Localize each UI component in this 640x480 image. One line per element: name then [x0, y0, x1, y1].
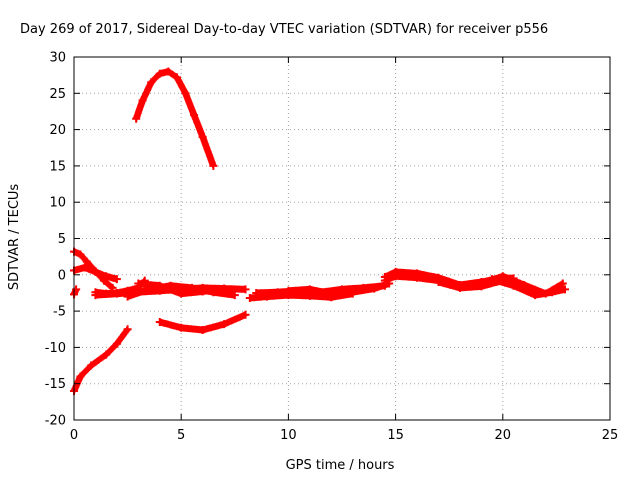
y-tick-label: 10	[49, 196, 66, 211]
chart-title: Day 269 of 2017, Sidereal Day-to-day VTE…	[20, 22, 548, 37]
data-point	[80, 263, 89, 272]
data-point	[91, 291, 100, 300]
data-point	[241, 285, 250, 294]
data-point	[252, 288, 261, 297]
data-point	[72, 285, 81, 294]
data-point	[177, 289, 186, 298]
y-tick-label: 20	[49, 123, 66, 138]
data-point	[488, 275, 497, 284]
data-point	[76, 250, 85, 259]
data-point	[155, 69, 164, 78]
data-point	[112, 339, 121, 348]
data-point	[305, 285, 314, 294]
x-tick-label: 20	[495, 428, 512, 443]
x-tick-label: 0	[70, 428, 78, 443]
data-point	[273, 288, 282, 297]
data-point	[91, 267, 100, 276]
y-tick-label: 5	[58, 232, 66, 247]
data-point	[82, 257, 91, 266]
data-point	[380, 276, 389, 285]
data-point	[413, 273, 422, 282]
data-point	[123, 292, 132, 301]
data-point	[76, 372, 85, 381]
data-point	[132, 114, 141, 123]
y-axis-title: SDTVAR / TECUs	[7, 184, 22, 291]
x-tick-label: 10	[280, 428, 297, 443]
data-point	[155, 317, 164, 326]
data-point	[112, 275, 121, 284]
data-point	[434, 278, 443, 287]
data-point	[509, 281, 518, 290]
data-point	[209, 161, 218, 170]
data-point	[548, 288, 557, 297]
data-point	[391, 272, 400, 281]
data-point	[560, 285, 569, 294]
data-series	[155, 310, 250, 334]
x-axis-title: GPS time / hours	[286, 458, 395, 473]
y-tick-label: -10	[45, 341, 66, 356]
data-point	[164, 67, 173, 76]
data-point	[102, 272, 111, 281]
data-point	[198, 132, 207, 141]
data-point	[190, 111, 199, 120]
data-point	[102, 350, 111, 359]
data-series	[134, 279, 229, 298]
data-point	[181, 89, 190, 98]
data-point	[123, 325, 132, 334]
y-tick-label: -20	[45, 414, 66, 429]
data-point	[327, 289, 336, 298]
data-point	[284, 286, 293, 295]
data-point	[138, 96, 147, 105]
data-point	[177, 323, 186, 332]
y-tick-label: 15	[49, 159, 66, 174]
data-point	[370, 284, 379, 293]
x-tick-label: 25	[602, 428, 619, 443]
data-point	[220, 320, 229, 329]
y-tick-label: 0	[58, 268, 66, 283]
y-tick-label: -15	[45, 377, 66, 392]
data-series	[488, 275, 569, 300]
data-point	[477, 279, 486, 288]
data-point	[172, 73, 181, 82]
data-point	[455, 283, 464, 292]
data-point	[112, 289, 121, 298]
data-point	[220, 284, 229, 293]
data-point	[241, 310, 250, 319]
data-point	[198, 287, 207, 296]
y-tick-label: 30	[49, 51, 66, 66]
y-tick-label: -5	[53, 305, 66, 320]
data-point	[348, 288, 357, 297]
data-point	[530, 291, 539, 300]
data-point	[147, 78, 156, 87]
x-tick-label: 15	[387, 428, 404, 443]
data-point	[87, 361, 96, 370]
data-point	[198, 325, 207, 334]
y-tick-label: 25	[49, 87, 66, 102]
data-point	[230, 291, 239, 300]
data-series	[132, 67, 218, 170]
data-point	[155, 281, 164, 290]
data-point	[245, 294, 254, 303]
data-point	[134, 279, 143, 288]
grid-lines	[74, 57, 610, 420]
data-series	[284, 279, 394, 298]
axis-ticks: 0 5 10 15 20 25 -20 -15 -10 -5 0 5 10 15 20 25 30	[45, 51, 619, 444]
x-tick-label: 5	[177, 428, 185, 443]
